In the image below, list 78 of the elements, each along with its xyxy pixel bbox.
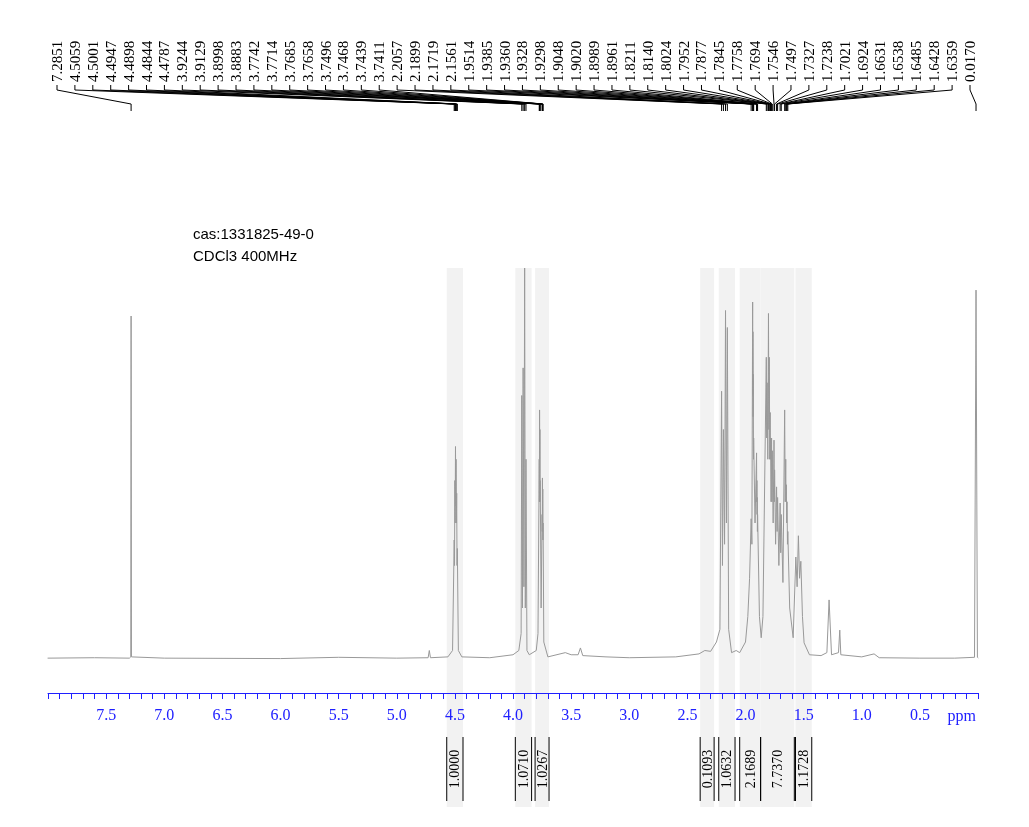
x-tick-label: 2.5 <box>677 705 698 723</box>
x-tick-label: 0.5 <box>909 705 930 723</box>
annotation: 1.6924 <box>854 40 871 82</box>
annotation: 1.9328 <box>514 40 531 82</box>
annotation: 1.6485 <box>908 40 925 82</box>
annotation: 3.7411 <box>371 41 388 82</box>
x-tick-label: 7.5 <box>96 705 117 723</box>
x-tick-label: 3.5 <box>561 705 582 723</box>
annotation: 3.8998 <box>210 40 227 82</box>
annotation: 4.4947 <box>102 40 119 82</box>
annotation: 1.6631 <box>872 40 889 82</box>
band-label: 1.1728 <box>796 749 812 789</box>
annotation: 3.7742 <box>245 40 262 82</box>
annotation: 4.4898 <box>120 40 137 82</box>
annotation: 7.2851 <box>49 40 65 82</box>
annotation: 1.9048 <box>550 40 567 82</box>
band-label: 1.0000 <box>447 749 463 789</box>
annotation: 4.5059 <box>66 40 83 82</box>
x-tick-label: 6.5 <box>212 705 233 723</box>
annotation: 1.7497 <box>782 40 799 82</box>
annotation: 4.4844 <box>138 40 155 82</box>
annotation: 2.1899 <box>407 40 424 82</box>
annotation: 1.7758 <box>729 40 746 82</box>
annotation: 1.7877 <box>693 40 710 82</box>
x-tick-label: 1.0 <box>851 705 872 723</box>
annotation: 4.4787 <box>156 40 173 82</box>
annotation: 1.9020 <box>568 40 585 82</box>
annotation: 3.7658 <box>299 40 316 82</box>
annotation: 1.8211 <box>621 41 638 82</box>
band-label: 0.1093 <box>699 749 715 789</box>
annotation: 3.7496 <box>317 40 334 82</box>
x-tick-label: 4.0 <box>503 705 523 723</box>
x-tick-label: 3.0 <box>619 705 640 723</box>
annotation: 1.8140 <box>639 40 656 82</box>
chart-title: cas:1331825-49-0 <box>193 225 314 242</box>
x-axis-title: ppm <box>947 706 977 725</box>
x-tick-label: 7.0 <box>154 705 175 723</box>
band-label: 7.7370 <box>769 749 785 789</box>
annotation: 3.7685 <box>281 40 298 82</box>
annotation: 1.7021 <box>836 40 853 82</box>
annotation: 1.7845 <box>711 40 728 82</box>
annotation: 1.9514 <box>460 40 477 82</box>
annotation: 1.7546 <box>765 40 782 82</box>
annotation: 0.0170 <box>962 40 978 82</box>
x-tick-label: 1.5 <box>793 705 814 723</box>
x-tick-label: 2.0 <box>735 705 756 723</box>
x-tick-label: 5.5 <box>328 705 349 723</box>
band-label: 1.0710 <box>515 749 531 789</box>
annotation: 2.1561 <box>442 40 459 82</box>
x-tick-label: 4.5 <box>444 705 465 723</box>
annotation: 1.8989 <box>586 40 603 82</box>
band-label: 2.1689 <box>742 749 758 789</box>
chart-subtitle: CDCl3 400MHz <box>193 247 298 264</box>
annotation: 1.9385 <box>478 40 495 82</box>
annotation: 2.2057 <box>389 40 406 82</box>
annotation: 1.7694 <box>747 40 764 82</box>
annotation: 1.7327 <box>800 40 817 82</box>
annotation: 3.8883 <box>228 40 245 82</box>
annotation: 3.7439 <box>353 40 370 82</box>
annotation: 1.8961 <box>603 40 620 82</box>
annotation: 1.6538 <box>890 40 907 82</box>
annotation: 1.7238 <box>818 40 835 82</box>
annotation: 1.9360 <box>496 40 513 82</box>
annotation: 1.6428 <box>926 40 943 82</box>
band-label: 1.0632 <box>719 749 735 789</box>
annotation: 1.6359 <box>944 40 961 82</box>
annotation: 4.5001 <box>84 40 101 82</box>
annotation: 1.8024 <box>657 40 674 82</box>
annotation: 1.7952 <box>675 40 692 82</box>
annotation: 3.9129 <box>192 40 209 82</box>
x-tick-label: 6.0 <box>270 705 291 723</box>
annotation: 3.9244 <box>174 40 191 82</box>
annotation: 3.7468 <box>335 40 352 82</box>
x-tick-label: 5.0 <box>386 705 407 723</box>
annotation: 2.1719 <box>424 40 441 82</box>
band-label: 1.0267 <box>534 749 550 789</box>
annotation: 1.9298 <box>532 40 549 82</box>
annotation: 3.7714 <box>263 40 280 82</box>
